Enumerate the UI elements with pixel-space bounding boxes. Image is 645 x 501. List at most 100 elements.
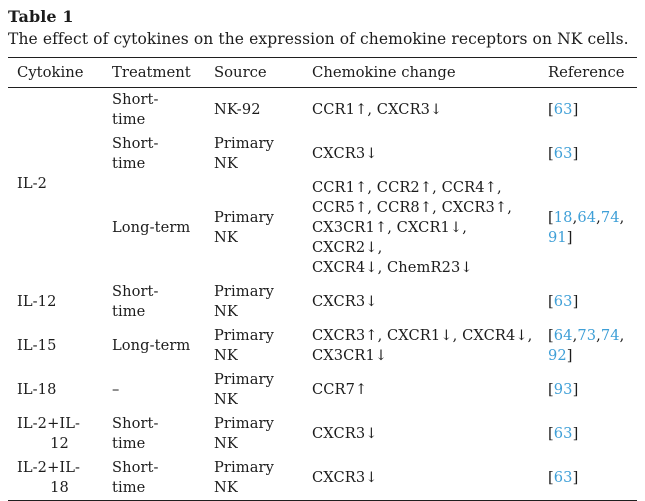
cell-source: NK-92 <box>206 88 304 133</box>
reference-text: , <box>572 327 578 344</box>
cell-treatment: – <box>104 368 206 412</box>
text-line: time <box>112 435 146 452</box>
text-line: CCR7↑ <box>312 381 368 398</box>
cell-cytokine: IL-15 <box>8 324 104 368</box>
text-line: Primary <box>214 283 274 300</box>
cell-cytokine: IL-12 <box>8 280 104 324</box>
reference-text: ] <box>572 145 579 162</box>
reference-text: , <box>596 209 601 226</box>
reference-line: [63] <box>548 100 635 120</box>
column-header-cytokine: Cytokine <box>8 57 104 88</box>
reference-line: 92] <box>548 346 635 366</box>
cell-treatment: Short-time <box>104 280 206 324</box>
reference-text: [ <box>548 327 554 344</box>
table-row: IL-15 Long-term Primary NK CXCR3↑, CXCR1↓… <box>8 324 637 368</box>
reference-link[interactable]: 74 <box>600 327 620 344</box>
cell-cytokine: IL-2+IL- 18 <box>8 456 104 501</box>
text-line: CCR1↑, CXCR3↓ <box>312 101 443 118</box>
cell-reference: [63] <box>540 412 637 456</box>
text-line: Short- <box>112 415 159 432</box>
table-row: IL-2 Short-time NK-92 CCR1↑, CXCR3↓ [63] <box>8 88 637 192</box>
reference-line: [63] <box>548 144 635 164</box>
table-row: Long-term Primary NK CCR1↑, CCR2↑, CCR4↑,… <box>8 176 637 280</box>
reference-text: [ <box>548 381 554 398</box>
text-line: time <box>112 155 146 172</box>
text-line: CXCR3↓ <box>312 145 378 162</box>
text-line: 18 <box>50 479 69 496</box>
reference-text: [ <box>548 209 554 226</box>
cell-treatment: Short-time <box>104 132 206 176</box>
cell-treatment: Long-term <box>104 176 206 280</box>
cell-reference: [18,64,74, 91] <box>540 176 637 280</box>
cell-chemokine-change: CXCR3↓ <box>304 412 540 456</box>
text-line: CXCR3↓ <box>312 469 378 486</box>
reference-link[interactable]: 92 <box>548 347 567 364</box>
column-header-chemokine-change: Chemokine change <box>304 57 540 88</box>
text-line: NK <box>214 479 238 496</box>
reference-line: [63] <box>548 292 635 312</box>
reference-link[interactable]: 63 <box>553 101 573 118</box>
text-line: CX3CR1↓ <box>312 347 388 364</box>
table-header: Cytokine Treatment Source Chemokine chan… <box>8 57 637 88</box>
cell-treatment: Short-time <box>104 412 206 456</box>
reference-line: [93] <box>548 380 635 400</box>
reference-link[interactable]: 73 <box>577 327 597 344</box>
reference-text: ] <box>572 381 579 398</box>
table-body: IL-2 Short-time NK-92 CCR1↑, CXCR3↓ [63]… <box>8 88 637 501</box>
cell-chemokine-change: CXCR3↑, CXCR1↓, CXCR4↓, CX3CR1↓ <box>304 324 540 368</box>
reference-line: [18,64,74, <box>548 208 635 228</box>
cell-treatment: Short-time <box>104 456 206 501</box>
reference-link[interactable]: 74 <box>600 209 620 226</box>
column-header-source: Source <box>206 57 304 88</box>
cell-source: Primary NK <box>206 456 304 501</box>
text-line: IL-12 <box>17 293 57 310</box>
cell-treatment: Short-time <box>104 88 206 133</box>
table-row: IL-18 – Primary NK CCR7↑ [93] <box>8 368 637 412</box>
reference-link[interactable]: 63 <box>553 293 573 310</box>
table-row: Short-time Primary NK CXCR3↓ [63] <box>8 132 637 176</box>
text-line: NK <box>214 391 238 408</box>
text-line: Primary <box>214 209 274 226</box>
text-line: CCR5↑, CCR8↑, CXCR3↑, <box>312 199 512 216</box>
reference-link[interactable]: 18 <box>553 209 573 226</box>
text-line: Primary <box>214 135 274 152</box>
reference-text: , <box>619 209 625 226</box>
reference-text: ] <box>572 101 579 118</box>
text-line: Primary <box>214 371 274 388</box>
table-row: IL-12 Short-time Primary NK CXCR3↓ [63] <box>8 280 637 324</box>
cell-chemokine-change: CCR7↑ <box>304 368 540 412</box>
reference-text: , <box>596 327 601 344</box>
text-line: Long-term <box>112 219 191 236</box>
text-line: NK <box>214 435 238 452</box>
reference-link[interactable]: 91 <box>548 229 567 246</box>
text-line: Short- <box>112 283 159 300</box>
text-line: Short- <box>112 91 159 108</box>
table-row: IL-2+IL- 18 Short-time Primary NK CXCR3↓ [… <box>8 456 637 501</box>
reference-link[interactable]: 63 <box>553 469 573 486</box>
cell-chemokine-change: CXCR3↓ <box>304 456 540 501</box>
reference-link[interactable]: 93 <box>553 381 573 398</box>
reference-text: ] <box>566 347 573 364</box>
reference-link[interactable]: 63 <box>553 145 573 162</box>
text-line: IL-2+IL- <box>17 415 81 432</box>
text-line: NK <box>214 303 238 320</box>
cell-cytokine: IL-18 <box>8 368 104 412</box>
reference-line: [63] <box>548 424 635 444</box>
reference-link[interactable]: 64 <box>553 327 573 344</box>
text-line: time <box>112 479 146 496</box>
text-line: time <box>112 303 146 320</box>
reference-text: ] <box>572 293 579 310</box>
reference-text: [ <box>548 101 554 118</box>
cell-reference: [64,73,74, 92] <box>540 324 637 368</box>
reference-link[interactable]: 64 <box>577 209 597 226</box>
cell-chemokine-change: CXCR3↓ <box>304 280 540 324</box>
text-line: 12 <box>50 435 69 452</box>
reference-link[interactable]: 63 <box>553 425 573 442</box>
text-line: CX3CR1↑, CXCR1↓, CXCR2↓, <box>312 219 467 256</box>
reference-text: [ <box>548 425 554 442</box>
header-row: Cytokine Treatment Source Chemokine chan… <box>8 57 637 88</box>
cell-source: Primary NK <box>206 324 304 368</box>
reference-line: [64,73,74, <box>548 326 635 346</box>
text-line: NK <box>214 347 238 364</box>
